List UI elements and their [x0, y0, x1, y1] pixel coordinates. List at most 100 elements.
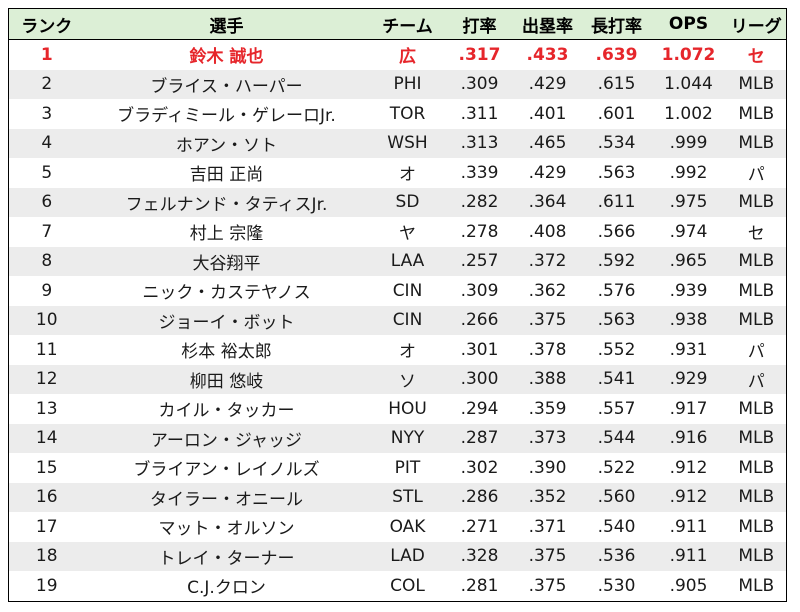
cell-obp: .362	[512, 276, 583, 306]
header-avg: 打率	[446, 8, 513, 40]
cell-league: MLB	[726, 394, 787, 424]
cell-league: MLB	[726, 482, 787, 512]
cell-player: ブライアン・レイノルズ	[84, 453, 369, 483]
table-row: 15 ブライアン・レイノルズ PIT .302.390.522.912 MLB	[8, 453, 787, 483]
cell-obp: .371	[512, 512, 583, 542]
cell-slg: .611	[582, 187, 651, 217]
cell-rank: 12	[8, 364, 85, 394]
cell-obp: .375	[512, 541, 583, 571]
table-row: 5 吉田 正尚オ .339.429.563.992 パ	[8, 158, 787, 188]
cell-avg: .301	[446, 335, 513, 365]
cell-avg: .309	[446, 276, 513, 306]
cell-team: NYY	[368, 423, 447, 453]
cell-obp: .373	[512, 423, 583, 453]
cell-ops: .911	[650, 512, 727, 542]
cell-team: TOR	[368, 99, 447, 129]
cell-obp: .433	[512, 39, 583, 70]
cell-rank: 7	[8, 217, 85, 247]
table-row: 7 村上 宗隆ヤ .278.408.566.974 セ	[8, 217, 787, 247]
cell-league: MLB	[726, 99, 787, 129]
cell-ops: .911	[650, 541, 727, 571]
cell-league: MLB	[726, 541, 787, 571]
cell-league: MLB	[726, 305, 787, 335]
cell-league: MLB	[726, 571, 787, 601]
cell-rank: 4	[8, 128, 85, 158]
table-row: 1 鈴木 誠也広 .317.433.639 1.072 セ	[8, 39, 787, 70]
cell-avg: .300	[446, 364, 513, 394]
cell-ops: 1.002	[650, 99, 727, 129]
table-row: 8 大谷翔平 LAA .257.372.592.965 MLB	[8, 246, 787, 276]
cell-obp: .388	[512, 364, 583, 394]
cell-slg: .563	[582, 305, 651, 335]
cell-obp: .408	[512, 217, 583, 247]
cell-avg: .271	[446, 512, 513, 542]
cell-ops: .912	[650, 482, 727, 512]
cell-obp: .378	[512, 335, 583, 365]
cell-rank: 8	[8, 246, 85, 276]
header-league: リーグ	[726, 8, 787, 40]
cell-avg: .281	[446, 571, 513, 601]
cell-avg: .302	[446, 453, 513, 483]
cell-player: フェルナンド・タティスJr.	[84, 187, 369, 217]
header-rank: ランク	[8, 8, 85, 40]
cell-league: パ	[726, 158, 787, 188]
cell-avg: .287	[446, 423, 513, 453]
cell-obp: .359	[512, 394, 583, 424]
table-row: 3 ブラディミール・ゲレーロJr. TOR .311.401.601 1.002 MLB	[8, 99, 787, 129]
cell-player: タイラー・オニール	[84, 482, 369, 512]
header-obp: 出塁率	[512, 8, 583, 40]
cell-ops: .929	[650, 364, 727, 394]
cell-player: C.J.クロン	[84, 571, 369, 601]
cell-ops: .974	[650, 217, 727, 247]
cell-player: 鈴木 誠也	[84, 39, 369, 70]
table-row: 6 フェルナンド・タティスJr. SD .282.364.611.975 MLB	[8, 187, 787, 217]
cell-player: ニック・カステヤノス	[84, 276, 369, 306]
cell-league: MLB	[726, 69, 787, 99]
cell-avg: .309	[446, 69, 513, 99]
cell-team: オ	[368, 335, 447, 365]
cell-rank: 16	[8, 482, 85, 512]
cell-player: ホアン・ソト	[84, 128, 369, 158]
table-header-row: ランク 選手 チーム 打率 出塁率 長打率 OPS リーグ	[8, 8, 787, 40]
cell-slg: .639	[582, 39, 651, 70]
cell-ops: .965	[650, 246, 727, 276]
cell-avg: .266	[446, 305, 513, 335]
cell-avg: .328	[446, 541, 513, 571]
cell-rank: 11	[8, 335, 85, 365]
cell-rank: 13	[8, 394, 85, 424]
cell-league: MLB	[726, 423, 787, 453]
cell-team: CIN	[368, 276, 447, 306]
cell-rank: 5	[8, 158, 85, 188]
ops-ranking-table-container: ランク 選手 チーム 打率 出塁率 長打率 OPS リーグ 1 鈴木 誠也広 .31…	[8, 8, 787, 602]
cell-player: アーロン・ジャッジ	[84, 423, 369, 453]
cell-avg: .282	[446, 187, 513, 217]
cell-slg: .615	[582, 69, 651, 99]
cell-slg: .536	[582, 541, 651, 571]
header-player: 選手	[84, 8, 369, 40]
cell-slg: .563	[582, 158, 651, 188]
cell-team: LAD	[368, 541, 447, 571]
cell-league: MLB	[726, 512, 787, 542]
cell-slg: .576	[582, 276, 651, 306]
cell-ops: .905	[650, 571, 727, 601]
table-row: 16 タイラー・オニール STL .286.352.560.912 MLB	[8, 482, 787, 512]
table-row: 11 杉本 裕太郎オ .301.378.552.931 パ	[8, 335, 787, 365]
cell-player: ジョーイ・ボット	[84, 305, 369, 335]
cell-rank: 19	[8, 571, 85, 601]
cell-team: オ	[368, 158, 447, 188]
cell-avg: .257	[446, 246, 513, 276]
header-slg: 長打率	[582, 8, 651, 40]
cell-ops: .938	[650, 305, 727, 335]
cell-team: HOU	[368, 394, 447, 424]
cell-obp: .429	[512, 69, 583, 99]
cell-obp: .465	[512, 128, 583, 158]
table-row: 10 ジョーイ・ボット CIN .266.375.563.938 MLB	[8, 305, 787, 335]
table-body: 1 鈴木 誠也広 .317.433.639 1.072 セ 2 ブライス・ハーパー PHI .3…	[8, 39, 787, 601]
cell-player: 大谷翔平	[84, 246, 369, 276]
ops-ranking-table: ランク 選手 チーム 打率 出塁率 長打率 OPS リーグ 1 鈴木 誠也広 .31…	[8, 8, 787, 602]
cell-ops: 1.072	[650, 39, 727, 70]
cell-league: MLB	[726, 246, 787, 276]
cell-avg: .313	[446, 128, 513, 158]
cell-rank: 18	[8, 541, 85, 571]
cell-rank: 17	[8, 512, 85, 542]
